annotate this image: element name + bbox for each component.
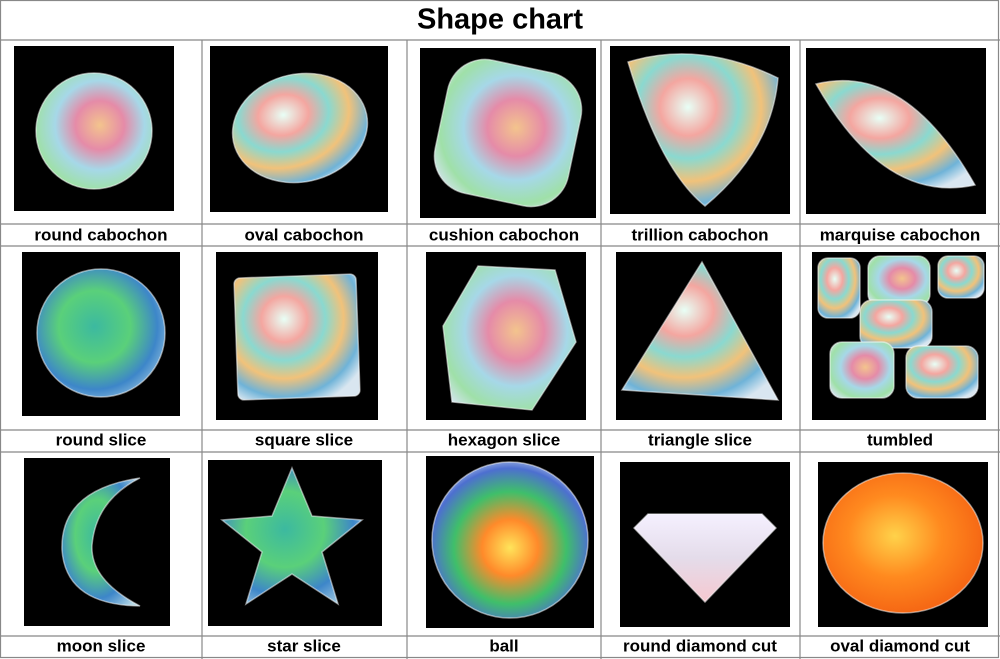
shape-label: star slice [267,636,341,655]
shape-label: trillion cabochon [632,225,769,244]
shape-label: oval cabochon [244,225,363,244]
shape-label: triangle slice [648,430,752,449]
shape-label: ball [489,636,518,655]
shape-label: tumbled [867,430,933,449]
shape-label: oval diamond cut [830,636,970,655]
shape-label: round cabochon [34,225,167,244]
shape-label: hexagon slice [448,430,560,449]
shape-label: round slice [56,430,147,449]
gem-photos [14,46,988,628]
shape-label: cushion cabochon [429,225,579,244]
shape-label: round diamond cut [623,636,777,655]
shape-label: square slice [255,430,353,449]
shape-label: moon slice [57,636,146,655]
title: Shape chart [417,4,583,36]
shape-label: marquise cabochon [820,225,981,244]
